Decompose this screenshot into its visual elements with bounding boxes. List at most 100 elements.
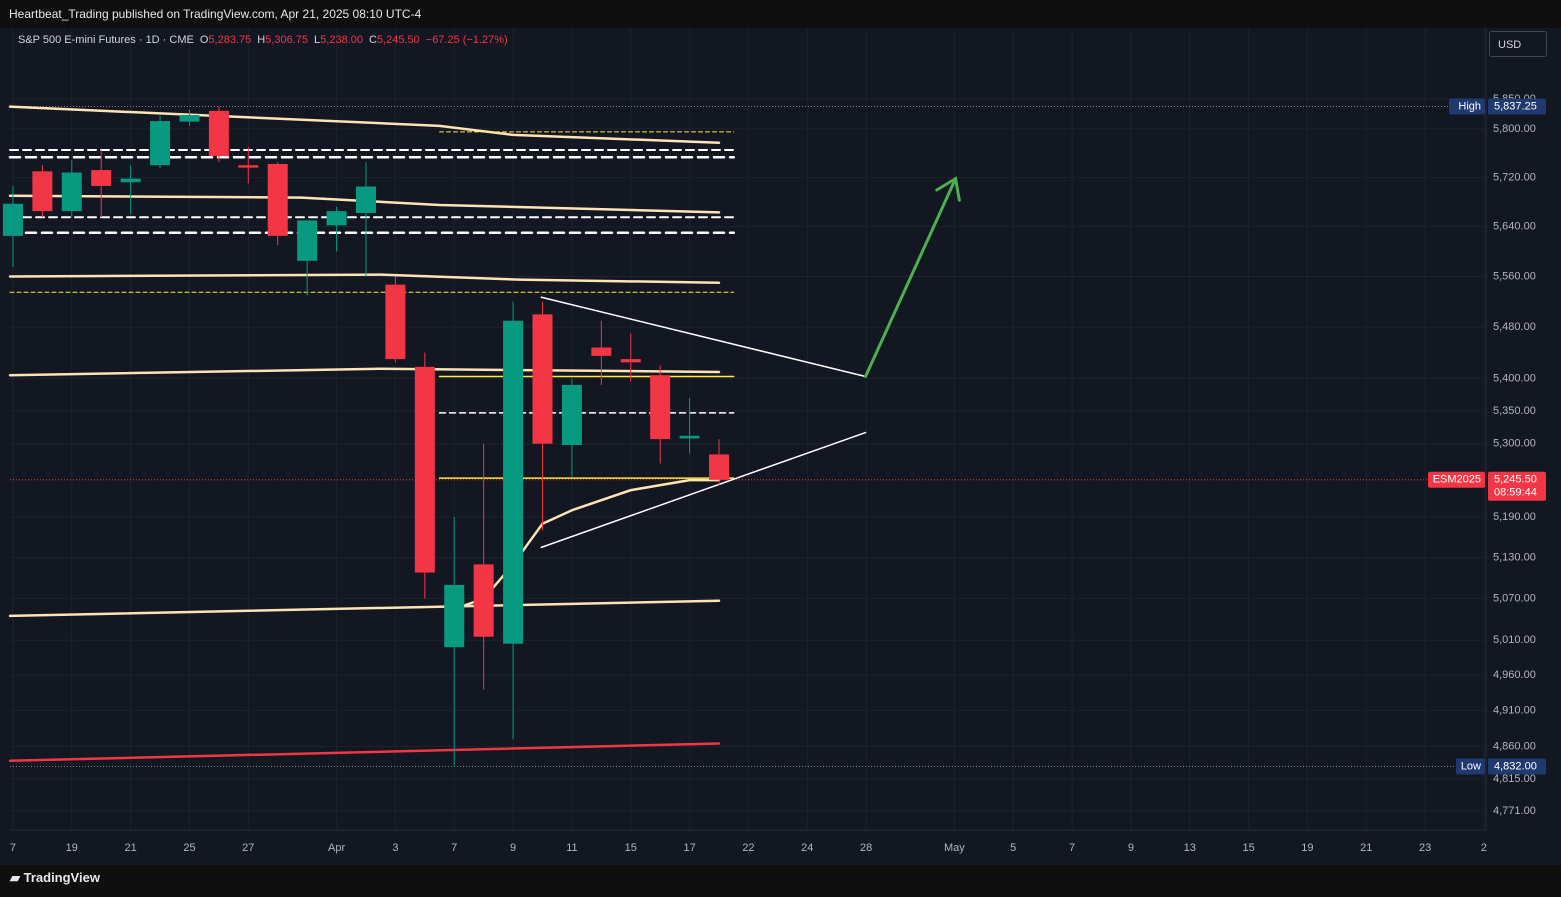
candle-body xyxy=(2,203,23,236)
candle-body xyxy=(238,165,259,168)
candle-body xyxy=(297,220,318,261)
candle-body xyxy=(503,320,524,644)
y-tick-label: 5,350.00 xyxy=(1493,405,1536,417)
x-tick-label: May xyxy=(944,842,965,854)
currency-button[interactable]: USD xyxy=(1489,31,1547,57)
price-tag-value: 5,245.50 xyxy=(1494,474,1537,486)
y-tick-label: 5,720.00 xyxy=(1493,171,1536,183)
x-tick-label: 23 xyxy=(1419,842,1431,854)
candle-body xyxy=(473,564,494,637)
y-tick-label: 5,560.00 xyxy=(1493,270,1536,282)
candle-body xyxy=(620,359,641,363)
legend-key: C xyxy=(368,34,377,46)
legend-key: L xyxy=(314,34,321,46)
candle-body xyxy=(120,178,141,183)
price-tag-name-box xyxy=(1449,98,1485,115)
y-tick-label: 5,190.00 xyxy=(1493,511,1536,523)
brand-text: TradingView xyxy=(23,870,100,885)
price-tag-box xyxy=(1488,758,1546,775)
overlay-line xyxy=(8,599,721,618)
legend-value: 5,238.00 xyxy=(320,34,363,46)
x-tick-label: 21 xyxy=(124,842,136,854)
legend-value: 5,306.75 xyxy=(265,34,309,46)
candle-body xyxy=(267,163,288,236)
legend-change: −67.25 (−1.27%) xyxy=(425,34,508,46)
arrow xyxy=(864,177,958,378)
x-tick-label: 15 xyxy=(625,842,637,854)
candle-body xyxy=(414,366,435,573)
candle-body xyxy=(385,284,406,360)
candle-body xyxy=(444,584,465,648)
candle-body xyxy=(91,170,112,186)
y-tick-label: 4,910.00 xyxy=(1493,705,1536,717)
candle-body xyxy=(61,172,82,212)
x-tick-label: 19 xyxy=(1301,842,1313,854)
x-tick-label: 7 xyxy=(451,842,457,854)
x-tick-label: 24 xyxy=(801,842,813,854)
overlay-line xyxy=(8,367,721,377)
legend-value: 5,283.75 xyxy=(208,34,252,46)
overlay-line xyxy=(8,273,721,285)
arrow-head xyxy=(935,176,961,202)
price-tag-box xyxy=(1488,98,1546,115)
candle-body xyxy=(150,121,171,166)
x-tick-label: 7 xyxy=(10,842,16,854)
x-tick-label: 7 xyxy=(1069,842,1075,854)
publisher-bar: Heartbeat_Trading published on TradingVi… xyxy=(0,0,1561,28)
price-tag-name: ESM2025 xyxy=(1433,474,1481,486)
x-tick-label: 2 xyxy=(1481,842,1487,854)
y-tick-label: 5,300.00 xyxy=(1493,438,1536,450)
y-tick-label: 4,771.00 xyxy=(1493,805,1536,817)
candle-body xyxy=(208,110,229,157)
candle-body xyxy=(591,347,612,356)
x-tick-label: 13 xyxy=(1184,842,1196,854)
symbol-title: S&P 500 E-mini Futures · 1D · CME xyxy=(18,34,194,46)
chart-background xyxy=(0,28,1561,865)
x-tick-label: 9 xyxy=(510,842,516,854)
price-tag-countdown: 08:59:44 xyxy=(1494,487,1537,499)
y-tick-label: 5,800.00 xyxy=(1493,123,1536,135)
candle-body xyxy=(650,375,671,440)
y-tick-label: 4,860.00 xyxy=(1493,740,1536,752)
publisher: Heartbeat_Trading published on TradingVi… xyxy=(9,7,422,21)
candle-body xyxy=(326,211,347,226)
y-tick-label: 5,070.00 xyxy=(1493,593,1536,605)
price-tag-name-box xyxy=(1456,758,1485,775)
x-tick-label: 11 xyxy=(566,842,577,854)
ohlc-legend: S&P 500 E-mini Futures · 1D · CME O5,283.… xyxy=(18,34,508,46)
legend-key: O xyxy=(199,34,209,46)
legend-value: 5,245.50 xyxy=(376,34,420,46)
candle-body xyxy=(679,435,700,439)
x-tick-label: 28 xyxy=(860,842,872,854)
x-tick-label: 27 xyxy=(242,842,254,854)
x-tick-label: Apr xyxy=(328,842,345,854)
price-tag-name-box xyxy=(1428,471,1485,488)
x-tick-label: 9 xyxy=(1128,842,1134,854)
brand: ▰ TradingView xyxy=(10,870,100,885)
y-tick-label: 5,400.00 xyxy=(1493,372,1536,384)
y-tick-label: 4,960.00 xyxy=(1493,669,1536,681)
candle-body xyxy=(709,454,730,480)
candle-body xyxy=(32,171,53,212)
candle-body xyxy=(532,314,553,444)
overlay-line xyxy=(540,431,867,549)
x-tick-label: 15 xyxy=(1242,842,1254,854)
overlay-line xyxy=(8,742,721,763)
y-tick-label: 5,010.00 xyxy=(1493,634,1536,646)
x-tick-label: 3 xyxy=(392,842,398,854)
price-tag-box xyxy=(1488,471,1546,501)
price-tag-value: 4,832.00 xyxy=(1494,760,1537,772)
legend-key: H xyxy=(257,34,266,46)
price-tag-name: Low xyxy=(1461,760,1481,772)
overlay-line xyxy=(540,296,867,378)
price-tag-name: High xyxy=(1458,100,1481,112)
x-tick-label: 25 xyxy=(183,842,195,854)
y-tick-label: 4,815.00 xyxy=(1493,773,1536,785)
x-tick-label: 21 xyxy=(1360,842,1372,854)
y-tick-label: 5,130.00 xyxy=(1493,551,1536,563)
x-tick-label: 19 xyxy=(66,842,78,854)
x-tick-label: 22 xyxy=(742,842,754,854)
x-tick-label: 5 xyxy=(1010,842,1016,854)
